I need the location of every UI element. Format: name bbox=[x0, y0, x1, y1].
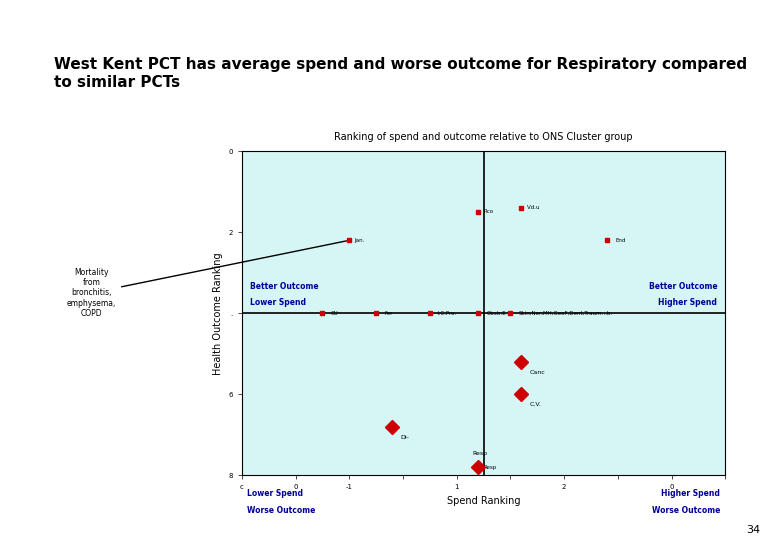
Title: Ranking of spend and outcome relative to ONS Cluster group: Ranking of spend and outcome relative to… bbox=[335, 132, 633, 142]
Text: Worse Outcome: Worse Outcome bbox=[247, 505, 316, 515]
Text: 2008/2009 APHO ONS Cluster Average – Each diamond represents a disease category : 2008/2009 APHO ONS Cluster Average – Eac… bbox=[58, 14, 672, 23]
Text: Rco: Rco bbox=[484, 210, 494, 214]
Y-axis label: Health Outcome Ranking: Health Outcome Ranking bbox=[213, 252, 223, 375]
Text: Fer: Fer bbox=[385, 310, 392, 316]
Text: Canc: Canc bbox=[530, 370, 545, 375]
Text: Better Outcome: Better Outcome bbox=[250, 282, 318, 291]
Text: Skin,Ner,MH,GeoF,Dent,Traum...b.: Skin,Ner,MH,GeoF,Dent,Traum...b. bbox=[519, 310, 612, 316]
Text: Resp: Resp bbox=[484, 464, 497, 470]
Text: Obstr.E: Obstr.E bbox=[486, 310, 506, 316]
Text: Mortality
from
bronchitis,
emphysema,
COPD: Mortality from bronchitis, emphysema, CO… bbox=[66, 241, 346, 318]
Text: CU: CU bbox=[331, 310, 339, 316]
Text: Resp: Resp bbox=[473, 451, 488, 456]
Text: 34: 34 bbox=[746, 524, 760, 535]
Text: Higher Spend: Higher Spend bbox=[661, 489, 720, 498]
Text: Di-: Di- bbox=[400, 435, 410, 440]
Text: Better Outcome: Better Outcome bbox=[649, 282, 718, 291]
X-axis label: Spend Ranking: Spend Ranking bbox=[447, 496, 520, 506]
Text: Worse Outcome: Worse Outcome bbox=[651, 505, 720, 515]
Text: V.d.u: V.d.u bbox=[526, 205, 540, 211]
Text: End: End bbox=[615, 238, 626, 243]
Text: Lower Spend: Lower Spend bbox=[247, 489, 303, 498]
Text: C.V.: C.V. bbox=[530, 402, 541, 407]
Text: Higher Spend: Higher Spend bbox=[658, 298, 718, 307]
Text: I.C.Pro.: I.C.Pro. bbox=[438, 310, 457, 316]
Text: QIPP Right Care: QIPP Right Care bbox=[15, 234, 28, 346]
Text: West Kent PCT has average spend and worse outcome for Respiratory compared
to si: West Kent PCT has average spend and wors… bbox=[54, 57, 747, 90]
Text: Jan.: Jan. bbox=[355, 238, 365, 243]
Text: Lower Spend: Lower Spend bbox=[250, 298, 306, 307]
